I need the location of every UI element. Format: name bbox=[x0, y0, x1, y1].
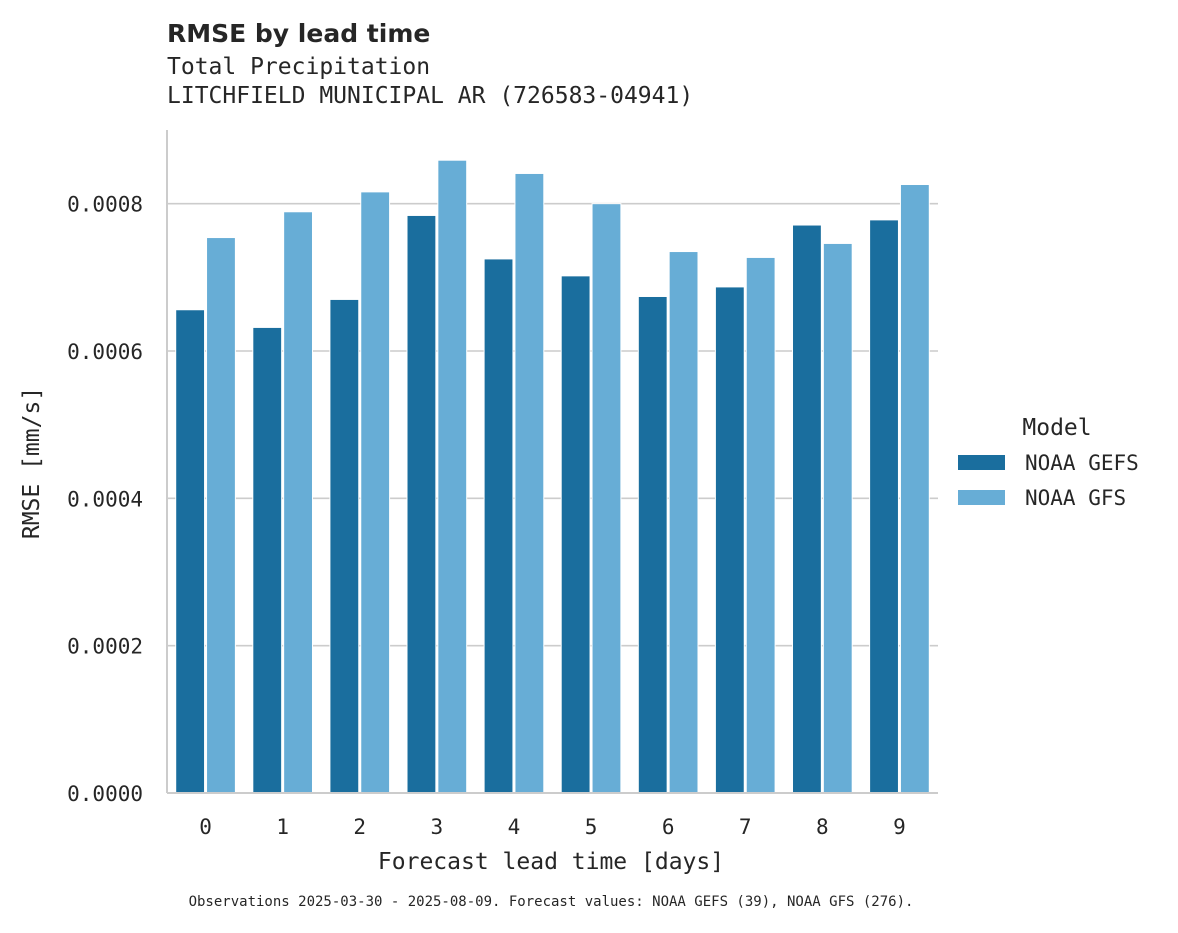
y-axis-label: RMSE [mm/s] bbox=[19, 387, 45, 539]
y-tick-labels: 0.0000 0.0002 0.0004 0.0006 0.0008 bbox=[67, 193, 143, 806]
legend-swatch-noaa-gfs bbox=[958, 490, 1005, 505]
chart-subtitle-variable: Total Precipitation bbox=[167, 54, 430, 80]
x-tick-label: 1 bbox=[276, 815, 289, 839]
x-tick-label: 5 bbox=[585, 815, 598, 839]
bar-noaa-gfs-day-0 bbox=[206, 237, 236, 794]
y-tick-label: 0.0008 bbox=[67, 193, 143, 217]
y-tick-label: 0.0004 bbox=[67, 487, 143, 511]
y-tick-label: 0.0006 bbox=[67, 340, 143, 364]
bar-noaa-gfs-day-5 bbox=[591, 203, 622, 794]
bar-noaa-gfs-day-6 bbox=[668, 251, 699, 794]
x-tick-label: 6 bbox=[662, 815, 675, 839]
x-tick-label: 2 bbox=[353, 815, 366, 839]
x-tick-label: 8 bbox=[816, 815, 829, 839]
bar-noaa-gefs-day-3 bbox=[406, 214, 437, 794]
bar-noaa-gefs-day-1 bbox=[252, 326, 283, 794]
legend-label-noaa-gfs: NOAA GFS bbox=[1025, 486, 1126, 510]
bar-noaa-gefs-day-8 bbox=[792, 224, 822, 794]
y-gridlines bbox=[167, 202, 938, 647]
bar-noaa-gfs-day-4 bbox=[514, 172, 545, 794]
footnote: Observations 2025-03-30 - 2025-08-09. Fo… bbox=[189, 894, 914, 910]
bar-noaa-gfs-day-7 bbox=[745, 256, 776, 794]
chart-title: RMSE by lead time bbox=[167, 19, 430, 48]
bars bbox=[175, 159, 930, 794]
x-tick-label: 3 bbox=[431, 815, 444, 839]
y-tick-label: 0.0002 bbox=[67, 635, 143, 659]
bar-noaa-gfs-day-1 bbox=[283, 211, 313, 794]
legend: Model NOAA GEFS NOAA GFS bbox=[958, 415, 1139, 510]
x-tick-label: 0 bbox=[199, 815, 212, 839]
bar-noaa-gfs-day-8 bbox=[822, 242, 853, 794]
bar-noaa-gefs-day-2 bbox=[329, 298, 360, 794]
bar-noaa-gefs-day-9 bbox=[869, 219, 899, 794]
bar-noaa-gefs-day-0 bbox=[175, 309, 206, 794]
bar-noaa-gfs-day-2 bbox=[360, 191, 391, 794]
bar-noaa-gefs-day-6 bbox=[637, 295, 668, 794]
x-tick-label: 9 bbox=[893, 815, 906, 839]
legend-title: Model bbox=[1022, 415, 1091, 441]
x-axis-label: Forecast lead time [days] bbox=[378, 849, 724, 875]
legend-swatch-noaa-gefs bbox=[958, 455, 1005, 470]
bar-noaa-gfs-day-3 bbox=[437, 159, 468, 794]
chart-subtitle-station: LITCHFIELD MUNICIPAL AR (726583-04941) bbox=[167, 83, 693, 109]
x-tick-labels: 0 1 2 3 4 5 6 7 8 9 bbox=[199, 815, 906, 839]
x-tick-label: 4 bbox=[508, 815, 521, 839]
y-tick-label: 0.0000 bbox=[67, 782, 143, 806]
bar-noaa-gefs-day-4 bbox=[483, 258, 514, 794]
axes bbox=[166, 130, 938, 794]
bar-noaa-gfs-day-9 bbox=[899, 184, 930, 794]
bar-noaa-gefs-day-5 bbox=[560, 275, 591, 794]
bar-noaa-gefs-day-7 bbox=[714, 286, 745, 794]
legend-label-noaa-gefs: NOAA GEFS bbox=[1025, 451, 1139, 475]
x-tick-label: 7 bbox=[739, 815, 752, 839]
